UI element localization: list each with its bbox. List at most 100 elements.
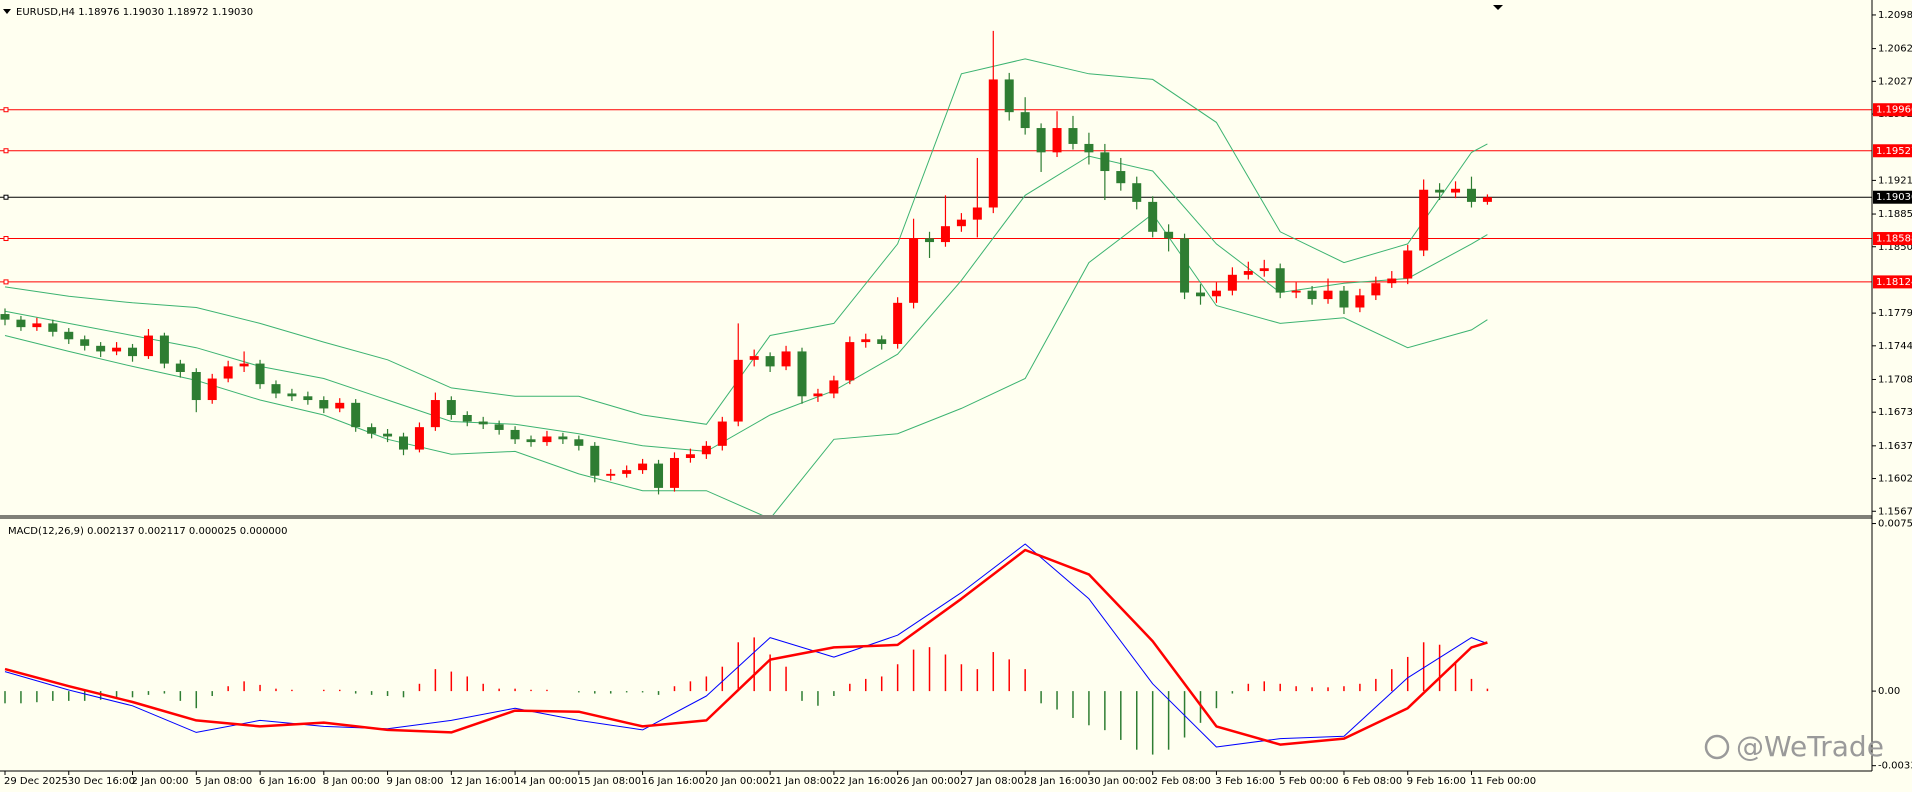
candle-body — [574, 439, 584, 446]
candle-body — [159, 335, 169, 364]
level-label: 1.18124 — [1876, 277, 1912, 288]
candle-body — [96, 345, 106, 352]
y-tick-label: 1.20270 — [1878, 76, 1912, 87]
y-tick-label: 1.16370 — [1878, 441, 1912, 452]
y-tick-label: 1.20620 — [1878, 44, 1912, 55]
candle-body — [1482, 197, 1492, 202]
y-tick-label: 1.16730 — [1878, 407, 1912, 418]
candle-body — [1371, 283, 1381, 296]
y-tick-label: 1.17790 — [1878, 308, 1912, 319]
candle-body — [988, 79, 998, 208]
candle-body — [733, 359, 743, 422]
candle-body — [1355, 295, 1365, 308]
candle-body — [64, 331, 74, 340]
watermark-text: @WeTrade — [1736, 730, 1884, 763]
x-tick-label: 9 Feb 16:00 — [1407, 776, 1466, 787]
candle-body — [1020, 112, 1030, 129]
candle-body — [940, 226, 950, 243]
candle-body — [239, 363, 249, 367]
candle-body — [622, 470, 632, 474]
candle-body — [813, 393, 823, 397]
y-tick-label: 0.00 — [1878, 686, 1900, 697]
chart-title: EURUSD,H4 1.18976 1.19030 1.18972 1.1903… — [16, 7, 253, 18]
candle-body — [1004, 79, 1014, 113]
x-tick-label: 16 Jan 16:00 — [642, 776, 705, 787]
candle-body — [877, 339, 887, 344]
level-handle — [3, 148, 9, 154]
candle-body — [893, 302, 903, 344]
candle-body — [207, 378, 217, 401]
candle-body — [1435, 189, 1445, 193]
level-label: 1.19966 — [1876, 105, 1912, 116]
candle-body — [1403, 250, 1413, 279]
level-label-box — [1873, 275, 1912, 289]
candle-body — [399, 436, 408, 450]
candle-body — [972, 207, 982, 220]
candle-body — [175, 363, 185, 372]
signal-line — [4, 548, 1488, 746]
candle-body — [861, 339, 871, 343]
x-tick-label: 20 Jan 00:00 — [705, 776, 768, 787]
candle-body — [112, 347, 122, 352]
candle-body — [287, 393, 297, 397]
candle-body — [1323, 290, 1333, 300]
candle-body — [526, 439, 536, 443]
candle-body — [1466, 188, 1476, 202]
candle-body — [797, 351, 807, 397]
candle-body — [1451, 188, 1461, 193]
x-tick-label: 3 Feb 16:00 — [1215, 776, 1274, 787]
x-tick-label: 29 Dec 2025 — [4, 776, 68, 787]
x-tick-label: 8 Jan 00:00 — [323, 776, 380, 787]
x-tick-label: 22 Jan 16:00 — [833, 776, 896, 787]
candle-body — [590, 445, 600, 476]
candle-body — [143, 335, 153, 357]
x-tick-label: 5 Jan 08:00 — [195, 776, 252, 787]
candle-body — [701, 445, 711, 455]
candle-body — [1196, 292, 1205, 297]
x-tick-label: 26 Jan 00:00 — [897, 776, 960, 787]
candle-body — [16, 319, 26, 328]
candle-body — [462, 414, 472, 422]
candle-body — [1307, 290, 1317, 300]
candle-body — [223, 366, 233, 379]
level-handle — [3, 279, 9, 285]
candle-body — [558, 436, 568, 440]
candle-body — [494, 424, 504, 430]
axes: 1.209801.206201.202701.199201.192101.188… — [4, 10, 1912, 787]
x-tick-label: 12 Jan 16:00 — [450, 776, 513, 787]
indicator-panel — [4, 543, 1489, 755]
candle-body — [1275, 268, 1285, 293]
level-label-box — [1873, 190, 1912, 204]
candle-body — [1243, 271, 1253, 275]
symbol-menu-arrow[interactable] — [3, 9, 11, 14]
candle-body — [1084, 143, 1094, 153]
x-tick-label: 5 Feb 00:00 — [1279, 776, 1338, 787]
candle-body — [925, 238, 935, 243]
candle-body — [319, 400, 329, 409]
x-tick-label: 6 Feb 08:00 — [1343, 776, 1402, 787]
level-label: 1.18588 — [1876, 234, 1912, 245]
y-tick-label: 1.16020 — [1878, 474, 1912, 485]
y-tick-label: 1.18500 — [1878, 242, 1912, 253]
level-label: 1.19527 — [1876, 146, 1912, 157]
x-tick-label: 2 Feb 08:00 — [1152, 776, 1211, 787]
band-line — [4, 58, 1488, 425]
indicator-title: MACD(12,26,9) 0.002137 0.002117 0.000025… — [8, 526, 288, 537]
candle-body — [0, 314, 10, 320]
candle-body — [128, 347, 138, 357]
level-handle — [3, 194, 9, 200]
level-handle — [3, 236, 9, 242]
y-tick-label: -0.00336 — [1878, 761, 1912, 772]
candle-body — [654, 463, 664, 488]
x-tick-label: 30 Jan 00:00 — [1088, 776, 1151, 787]
candle-body — [1419, 189, 1429, 251]
candle-body — [446, 400, 456, 415]
candle-body — [669, 457, 679, 488]
band-line — [4, 213, 1488, 515]
x-tick-label: 2 Jan 00:00 — [132, 776, 189, 787]
level-label: 1.19030 — [1876, 192, 1912, 203]
candle-body — [685, 454, 695, 458]
candle-body — [48, 323, 58, 332]
candle-body — [909, 238, 919, 303]
